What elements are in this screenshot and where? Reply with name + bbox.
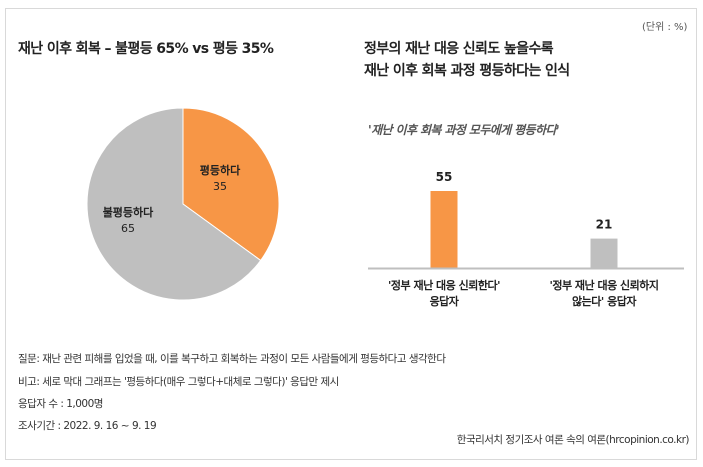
pie-slice <box>182 107 280 262</box>
source-note: 한국리서치 정기조사 여론 속의 여론(hrcopinion.co.kr) <box>456 434 690 446</box>
remark-note: 비고: 세로 막대 그래프는 '평등하다(매우 그렇다+대체로 그렇다)' 응답… <box>18 376 339 388</box>
pie-slice <box>86 107 262 301</box>
bar-value-label: 55 <box>436 170 453 184</box>
category-line2: 응답자 <box>429 295 459 308</box>
bar <box>590 238 618 268</box>
category-line1: '정부 재난 대응 신뢰한다' <box>388 279 500 292</box>
pie-title: 재난 이후 회복 – 불평등 65% vs 평등 35% <box>18 41 274 57</box>
bar-title-line1: 정부의 재난 대응 신뢰도 높을수록 <box>364 41 554 57</box>
category-line2: 않는다' 응답자 <box>572 295 636 308</box>
bar <box>430 191 458 268</box>
category-line1: '정부 재난 대응 신뢰하지 <box>549 279 659 292</box>
respondents-note: 응답자 수 : 1,000명 <box>18 398 103 410</box>
period-note: 조사기간 : 2022. 9. 16 ~ 9. 19 <box>18 420 157 432</box>
pie-slice-value: 65 <box>121 222 135 235</box>
bar-category-label-2: '정부 재난 대응 신뢰하지 않는다' 응답자 <box>524 278 684 310</box>
bar-value-label: 21 <box>596 218 613 232</box>
unit-label: (단위 : %) <box>642 22 688 33</box>
bar-title-line2: 재난 이후 회복 과정 평등하다는 인식 <box>364 63 570 79</box>
pie-slice-label: 평등하다 <box>200 163 241 177</box>
bar-category-label-1: '정부 재난 대응 신뢰한다' 응답자 <box>364 278 524 310</box>
pie-slice-label: 불평등하다 <box>103 205 154 219</box>
pie-slice-value: 35 <box>213 180 227 193</box>
bar-subtitle: '재난 이후 회복 과정 모두에게 평등하다' <box>368 123 560 137</box>
question-note: 질문: 재난 관련 피해를 입었을 때, 이를 복구하고 회복하는 과정이 모든… <box>18 353 446 365</box>
